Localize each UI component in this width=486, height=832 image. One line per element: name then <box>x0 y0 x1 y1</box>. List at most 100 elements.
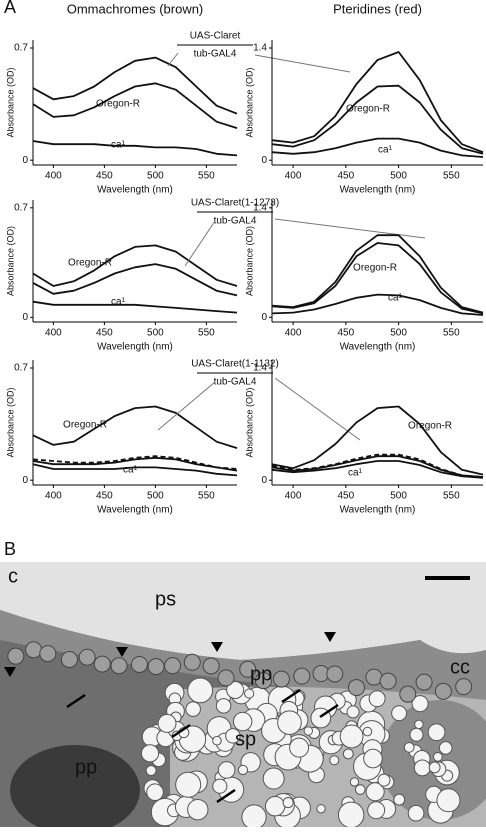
em-vesicle <box>262 767 285 790</box>
spectrum-line <box>271 455 484 478</box>
em-vesicle <box>145 765 157 777</box>
em-pigment-granule <box>239 660 257 678</box>
arrow <box>171 723 191 739</box>
series-label: ca¹ <box>348 468 363 479</box>
series-label: Oregon-R <box>408 421 452 432</box>
y-axis-label: Absorbance (OD) <box>5 67 15 137</box>
arrowhead <box>324 632 336 642</box>
x-tick-label: 500 <box>390 171 407 182</box>
em-vesicle <box>436 788 461 813</box>
x-tick-label: 550 <box>443 491 460 502</box>
em-vesicle <box>215 698 232 714</box>
em-vesicle <box>217 761 236 779</box>
pointer-line <box>274 218 426 239</box>
em-vesicle <box>413 759 431 777</box>
spectrum-line <box>271 51 484 154</box>
em-pigment-granule <box>7 647 25 665</box>
arrow <box>216 788 236 804</box>
y-axis-label: Absorbance (OD) <box>5 226 15 296</box>
spectrum-line <box>271 460 484 479</box>
spectrum-line <box>32 405 238 449</box>
em-vesicle <box>407 804 425 822</box>
em-pigment-granule <box>326 665 344 683</box>
em-vesicle <box>316 804 326 814</box>
pointer-line <box>274 377 361 441</box>
spectrum-line <box>32 456 238 472</box>
em-vesicle <box>241 804 267 830</box>
em-vesicle <box>212 778 228 794</box>
arrow <box>66 693 86 709</box>
em-pigment-granule <box>25 641 43 659</box>
series-label: Oregon-R <box>353 263 397 274</box>
x-axis-label: Wavelength (nm) <box>340 505 416 516</box>
y-tick-label: 1.4 <box>253 363 267 374</box>
spectrum-line <box>271 405 484 476</box>
x-tick-label: 400 <box>285 491 302 502</box>
em-pigment-granule <box>379 672 397 690</box>
em-pigment-granule <box>365 668 383 686</box>
x-tick-label: 400 <box>45 491 62 502</box>
em-vesicle <box>226 680 245 700</box>
pointer-line <box>184 220 216 267</box>
em-vesicle <box>282 796 294 809</box>
em-pigment-granule <box>272 670 290 688</box>
em-pigment-granule <box>415 673 433 691</box>
em-pigment-granule <box>217 669 235 687</box>
em-vesicle <box>337 801 365 829</box>
series-label: ca¹ <box>123 465 138 476</box>
em-vesicle <box>237 764 249 776</box>
arrow <box>319 703 339 719</box>
em-nucleus <box>380 700 486 820</box>
em-vesicle <box>339 724 364 749</box>
x-tick-label: 450 <box>338 171 355 182</box>
series-label: Oregon-R <box>68 258 112 269</box>
x-tick-label: 400 <box>285 328 302 339</box>
x-axis-label: Wavelength (nm) <box>97 185 173 196</box>
em-vesicle <box>438 741 453 755</box>
x-tick-label: 500 <box>390 328 407 339</box>
em-label: pp <box>250 663 272 685</box>
x-tick-label: 550 <box>443 328 460 339</box>
genotype-label: UAS-Claret(1-1132) <box>191 359 279 370</box>
em-pigment-granule <box>60 650 78 668</box>
x-tick-label: 450 <box>96 491 113 502</box>
x-tick-label: 450 <box>338 491 355 502</box>
x-axis-label: Wavelength (nm) <box>97 505 173 516</box>
em-vesicle <box>157 713 177 733</box>
panel-label: B <box>4 539 16 559</box>
x-tick-label: 500 <box>147 328 164 339</box>
em-label: c <box>8 565 18 587</box>
em-pigment-granule <box>164 657 182 675</box>
y-tick-label: 1.4 <box>253 43 267 54</box>
x-tick-label: 400 <box>45 171 62 182</box>
em-nucleus <box>10 745 140 832</box>
em-label: ps <box>155 588 176 610</box>
em-pigment-granule <box>110 657 128 675</box>
em-pigment-granule <box>434 682 452 700</box>
spectrum-line <box>271 242 484 315</box>
series-label: ca¹ <box>378 145 393 156</box>
y-tick-label: 0.7 <box>14 43 28 54</box>
genotype-label: UAS-Claret <box>190 31 241 42</box>
arrow <box>281 688 301 704</box>
driver-label: tub-GAL4 <box>214 216 257 227</box>
em-pigment-granule <box>455 678 473 696</box>
em-vesicle <box>368 690 386 708</box>
spectrum-line <box>32 463 238 477</box>
x-tick-label: 550 <box>443 171 460 182</box>
arrowhead <box>4 667 16 677</box>
em-vesicle <box>363 748 383 769</box>
y-axis-label: Absorbance (OD) <box>244 67 254 137</box>
x-tick-label: 550 <box>198 491 215 502</box>
em-pigment-granule <box>39 645 57 663</box>
em-vesicle <box>428 761 441 774</box>
arrowhead <box>211 642 223 652</box>
em-vesicle <box>409 727 424 742</box>
x-tick-label: 500 <box>390 491 407 502</box>
y-tick-label: 0 <box>22 155 28 166</box>
em-vesicle <box>146 783 164 801</box>
em-vesicle <box>187 677 214 704</box>
driver-label: tub-GAL4 <box>214 377 257 388</box>
y-axis-label: Absorbance (OD) <box>5 387 15 457</box>
